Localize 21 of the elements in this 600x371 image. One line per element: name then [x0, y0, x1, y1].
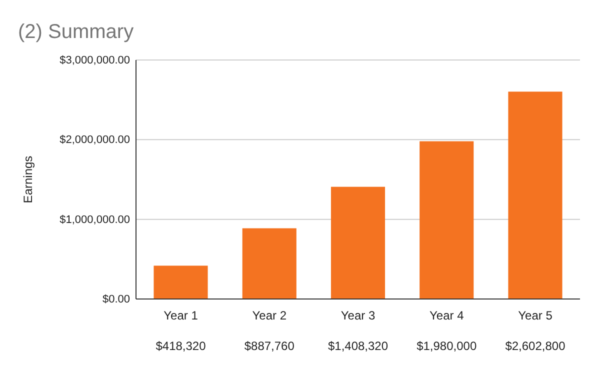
y-axis-title: Earnings	[21, 156, 35, 204]
bar	[508, 92, 562, 299]
x-tick-label: Year 5	[518, 308, 553, 323]
data-label: $2,602,800	[505, 339, 566, 353]
bar	[154, 266, 208, 299]
data-label: $887,760	[244, 339, 295, 353]
y-tick-label: $2,000,000.00	[60, 134, 130, 146]
y-tick-label: $0.00	[102, 294, 130, 306]
x-tick-label: Year 3	[340, 308, 376, 323]
chart-title: (2) Summary	[18, 21, 134, 43]
y-tick-label: $1,000,000.00	[60, 214, 130, 226]
x-tick-label: Year 2	[252, 308, 287, 323]
bar	[420, 141, 474, 299]
data-label: $1,408,320	[328, 339, 388, 353]
bar	[242, 228, 296, 299]
data-label: $1,980,000	[416, 339, 477, 353]
x-tick-label: Year 1	[164, 308, 198, 323]
x-tick-label: Year 4	[429, 308, 464, 323]
data-label: $418,320	[156, 339, 206, 353]
bar	[330, 186, 386, 299]
y-tick-label: $3,000,000.00	[60, 54, 130, 67]
